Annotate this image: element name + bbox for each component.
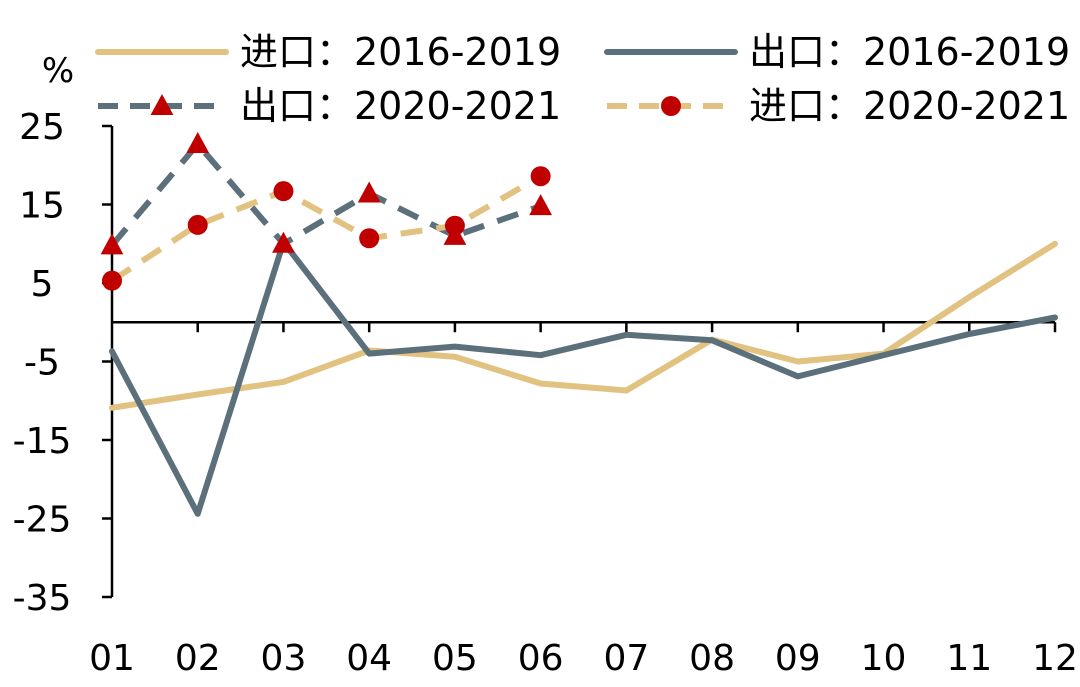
series-line-3 [109, 141, 542, 248]
y-tick-label: 15 [19, 186, 65, 227]
circle-marker [187, 214, 208, 235]
y-tick-label: 25 [19, 107, 65, 148]
x-tick-label: 03 [261, 638, 307, 679]
x-tick-label: 01 [89, 638, 135, 679]
triangle-marker [186, 132, 210, 154]
series-line-2 [109, 239, 1058, 517]
legend-item: 出口：2020-2021 [98, 84, 561, 128]
x-tick-label: 11 [946, 638, 992, 679]
y-tick-label: -5 [24, 343, 60, 384]
x-axis: 01 02 03 04 05 06 07 08 09 10 11 12 [89, 321, 1078, 679]
x-tick-label: 07 [603, 638, 649, 679]
y-tick-label: -35 [13, 578, 72, 619]
x-tick-label: 06 [518, 638, 564, 679]
chart-legend: 进口：2016-2019 出口：2016-2019 出口：2020-2021 进口：2… [95, 30, 1070, 128]
circle-marker [444, 215, 465, 236]
x-tick-label: 04 [346, 638, 392, 679]
y-tick-label: -15 [13, 421, 72, 462]
legend-item: 进口：2020-2021 [607, 84, 1070, 128]
series-line-4 [110, 173, 543, 284]
series-layer [109, 141, 1058, 517]
x-tick-label: 02 [175, 638, 221, 679]
marker-layer [100, 132, 553, 291]
legend-label: 进口：2020-2021 [749, 84, 1070, 128]
triangle-marker [100, 233, 124, 255]
circle-marker [273, 181, 294, 202]
series-line-1 [109, 240, 1058, 411]
x-tick-label: 08 [689, 638, 735, 679]
x-tick-label: 05 [432, 638, 478, 679]
x-tick-label: 09 [775, 638, 821, 679]
legend-label: 进口：2016-2019 [240, 30, 561, 74]
x-tick-label: 12 [1032, 638, 1078, 679]
y-tick-label: -25 [13, 500, 72, 541]
triangle-marker [357, 181, 381, 203]
circle-marker [530, 166, 551, 187]
legend-item: 出口：2016-2019 [604, 30, 1070, 74]
y-axis-unit-label: % [42, 51, 74, 91]
triangle-marker [272, 231, 295, 253]
legend-item: 进口：2016-2019 [95, 30, 561, 74]
legend-label: 出口：2020-2021 [240, 84, 561, 128]
y-tick-label: 5 [31, 264, 54, 305]
circle-marker [359, 228, 380, 249]
circle-marker [102, 270, 122, 291]
circle-marker [661, 96, 681, 116]
triangle-marker [529, 194, 553, 216]
legend-label: 出口：2016-2019 [749, 30, 1070, 74]
triangle-marker [150, 94, 174, 115]
y-axis: 25 15 5 -5 -15 -25 -35 [13, 107, 114, 619]
x-tick-label: 10 [861, 638, 907, 679]
